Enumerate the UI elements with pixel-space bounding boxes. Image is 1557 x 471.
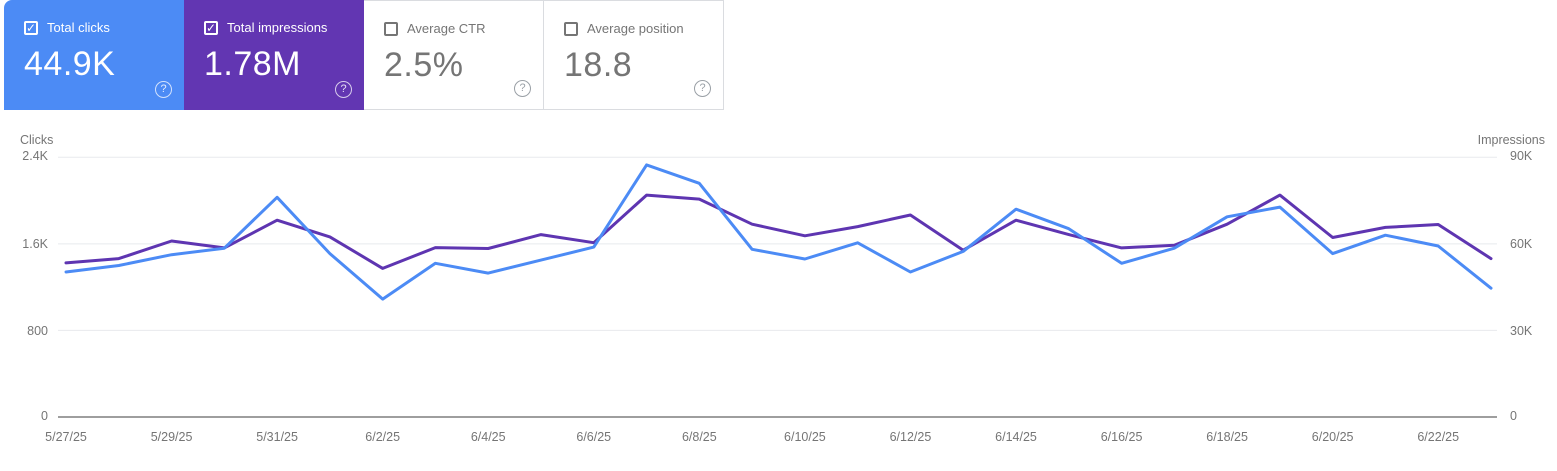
checkbox-checked-icon[interactable]: ✓: [24, 20, 38, 35]
y-left-tick: 0: [41, 409, 48, 423]
card-label: Total impressions: [227, 20, 328, 35]
card-value: 44.9K: [24, 45, 116, 83]
y-right-tick: 30K: [1510, 323, 1533, 338]
help-icon[interactable]: ?: [155, 81, 172, 98]
help-icon[interactable]: ?: [514, 80, 531, 97]
y-left-tick: 800: [27, 323, 48, 338]
checkbox-unchecked-icon[interactable]: [384, 21, 398, 36]
x-axis-tick: 6/14/25: [995, 430, 1037, 444]
x-axis-tick: 6/22/25: [1417, 430, 1460, 444]
card-value: 18.8: [564, 46, 633, 84]
card-value: 1.78M: [204, 45, 301, 83]
x-axis-tick: 6/2/25: [365, 430, 401, 444]
checkbox-unchecked-icon[interactable]: [564, 21, 578, 36]
card-average-position[interactable]: Average position 18.8 ?: [544, 0, 724, 110]
card-label: Total clicks: [47, 20, 110, 35]
x-axis-tick: 6/18/25: [1206, 430, 1248, 444]
x-axis-tick: 6/12/25: [889, 430, 932, 444]
card-label: Average position: [587, 21, 684, 36]
x-axis-tick: 6/6/25: [576, 430, 612, 444]
card-value: 2.5%: [384, 46, 464, 84]
card-total-clicks[interactable]: ✓ Total clicks 44.9K ?: [4, 0, 184, 110]
card-average-ctr[interactable]: Average CTR 2.5% ?: [364, 0, 544, 110]
x-axis-tick: 6/10/25: [784, 430, 826, 444]
y-left-tick: 1.6K: [22, 236, 48, 251]
x-axis-tick: 5/29/25: [150, 430, 193, 444]
impressions-line: [64, 193, 1493, 270]
clicks-line: [64, 163, 1493, 301]
metric-cards-row: ✓ Total clicks 44.9K ? ✓ Total impressio…: [4, 0, 724, 110]
x-axis-tick: 6/4/25: [470, 430, 506, 444]
checkbox-checked-icon[interactable]: ✓: [204, 20, 218, 35]
x-axis-tick: 6/16/25: [1100, 430, 1143, 444]
help-icon[interactable]: ?: [335, 81, 352, 98]
y-right-tick: 90K: [1510, 149, 1533, 163]
right-axis-title: Impressions: [1477, 133, 1545, 147]
x-axis-tick: 5/27/25: [45, 430, 87, 444]
y-left-tick: 2.4K: [22, 149, 48, 163]
x-axis-tick: 6/20/25: [1311, 430, 1354, 444]
card-label: Average CTR: [407, 21, 486, 36]
left-axis-title: Clicks: [20, 133, 54, 147]
x-axis-tick: 6/8/25: [681, 430, 717, 444]
y-right-tick: 60K: [1510, 236, 1533, 251]
card-total-impressions[interactable]: ✓ Total impressions 1.78M ?: [184, 0, 364, 110]
help-icon[interactable]: ?: [694, 80, 711, 97]
x-axis-tick: 5/31/25: [256, 430, 298, 444]
y-right-tick: 0: [1510, 409, 1517, 423]
